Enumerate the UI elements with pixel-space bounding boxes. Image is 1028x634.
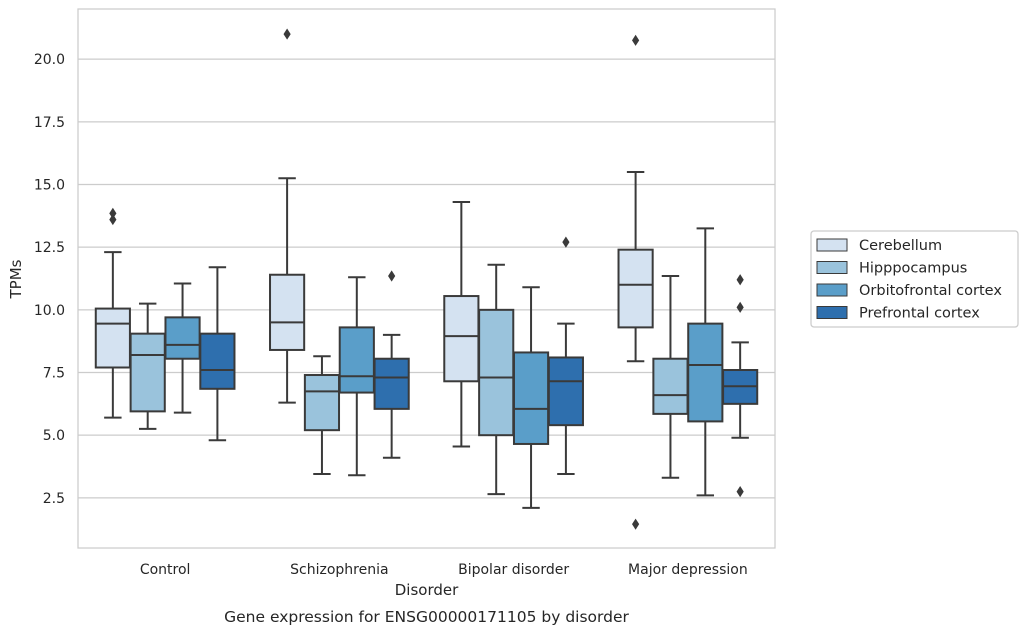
box-group	[164, 282, 201, 414]
box-iqr	[373, 357, 410, 410]
legend-swatch	[816, 261, 848, 274]
y-axis-label: TPMs	[7, 259, 25, 299]
outlier-point	[736, 301, 744, 313]
y-tick-label: 2.5	[43, 491, 65, 507]
y-tick-label: 20.0	[34, 52, 65, 68]
plot-frame	[77, 8, 776, 549]
box-iqr	[303, 374, 341, 432]
box-group	[199, 266, 236, 442]
outlier-point	[109, 213, 117, 226]
box-group	[617, 34, 654, 530]
legend-swatch	[816, 283, 848, 297]
box-iqr	[338, 326, 375, 394]
legend-label: Prefrontal cortex	[859, 306, 980, 322]
y-tick-label: 10.0	[34, 303, 65, 319]
legend-label: Hipppocampus	[859, 261, 967, 277]
chart-caption: Gene expression for ENSG00000171105 by d…	[224, 608, 629, 626]
outlier-point	[562, 236, 570, 248]
legend-label: Cerebellum	[859, 238, 942, 254]
box-iqr	[478, 308, 515, 437]
box-group	[338, 276, 375, 477]
box-group	[443, 201, 480, 448]
outlier-point	[388, 270, 396, 282]
x-tick-label: Major depression	[628, 562, 748, 578]
outlier-point	[736, 274, 744, 286]
box-group	[512, 286, 550, 509]
y-tick-labels: 2.5 5.0 7.5 10.0 12.5 15.0 17.5 20.0	[34, 52, 65, 507]
x-tick-label: Schizophrenia	[290, 562, 388, 578]
box-layer	[94, 28, 759, 530]
grid-layer	[78, 58, 775, 499]
box-iqr	[199, 332, 236, 390]
outlier-point	[632, 518, 640, 530]
legend-label: Orbitofrontal cortex	[859, 283, 1002, 299]
box-group	[478, 263, 515, 496]
box-iqr	[269, 273, 306, 351]
box-iqr	[94, 307, 131, 369]
box-group	[547, 236, 584, 476]
box-group	[373, 270, 410, 459]
outlier-point	[109, 207, 117, 219]
legend-swatch	[816, 238, 848, 252]
x-tick-label: Bipolar disorder	[458, 562, 569, 578]
box-group	[303, 355, 341, 476]
box-group	[94, 207, 131, 419]
y-tick-label: 15.0	[34, 177, 65, 193]
x-tick-label: Control	[140, 562, 191, 578]
x-axis-label: Disorder	[395, 581, 459, 599]
box-group	[687, 227, 724, 497]
box-iqr	[129, 332, 166, 413]
box-iqr	[547, 356, 584, 427]
box-iqr	[652, 357, 689, 415]
box-iqr	[443, 295, 480, 383]
y-tick-label: 17.5	[34, 115, 65, 131]
outlier-point	[283, 28, 291, 40]
outlier-point	[736, 485, 744, 498]
box-iqr	[687, 322, 724, 423]
box-iqr	[617, 248, 654, 329]
outlier-point	[632, 34, 640, 46]
x-tick-labels: Control Schizophrenia Bipolar disorder Majo…	[140, 562, 748, 578]
box-group	[129, 302, 166, 430]
y-tick-label: 7.5	[43, 366, 65, 382]
legend-frame	[810, 230, 1019, 328]
box-iqr	[164, 316, 201, 360]
legend: Cerebellum Hipppocampus Orbitofrontal cort…	[810, 230, 1019, 328]
box-group	[652, 274, 689, 479]
y-tick-label: 12.5	[34, 240, 65, 256]
box-iqr	[512, 351, 550, 445]
box-group	[722, 274, 759, 498]
box-group	[269, 28, 306, 404]
legend-swatch	[816, 306, 848, 319]
y-tick-label: 5.0	[43, 428, 65, 444]
